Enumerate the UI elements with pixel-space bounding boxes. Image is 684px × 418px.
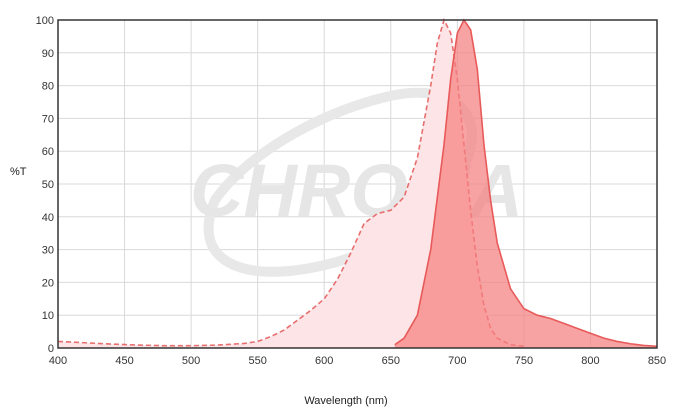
y-tick-label: 0: [48, 343, 54, 355]
x-tick-label: 400: [49, 355, 67, 367]
y-tick-label: 70: [42, 113, 54, 125]
series-1-area: [58, 20, 524, 348]
y-tick-label: 20: [42, 277, 54, 289]
x-axis-ticks: 400 450 500 550 600 650 700 750 800 850: [49, 355, 666, 367]
x-tick-label: 700: [448, 355, 466, 367]
x-axis-title: Wavelength (nm): [304, 395, 387, 407]
y-tick-label: 10: [42, 310, 54, 322]
x-tick-label: 750: [515, 355, 533, 367]
y-tick-label: 30: [42, 245, 54, 257]
x-tick-label: 800: [581, 355, 599, 367]
x-tick-label: 550: [248, 355, 266, 367]
series-2-line: [394, 18, 658, 348]
y-tick-label: 40: [42, 212, 54, 224]
x-tick-label: 450: [115, 355, 133, 367]
x-tick-label: 500: [182, 355, 200, 367]
x-tick-label: 600: [315, 355, 333, 367]
y-tick-label: 60: [42, 146, 54, 158]
series-2-area: [394, 20, 657, 348]
series-layer: [57, 17, 658, 348]
y-tick-label: 80: [42, 81, 54, 93]
y-axis-ticks: 0 10 20 30 40 50 60 70 80 90 100: [36, 15, 54, 355]
x-tick-label: 850: [648, 355, 666, 367]
y-tick-label: 90: [42, 48, 54, 60]
plot-border: [57, 19, 658, 349]
x-tick-label: 650: [382, 355, 400, 367]
y-tick-label: 100: [36, 15, 54, 27]
y-tick-label: 50: [42, 179, 54, 191]
y-axis-title: %T: [10, 166, 27, 178]
